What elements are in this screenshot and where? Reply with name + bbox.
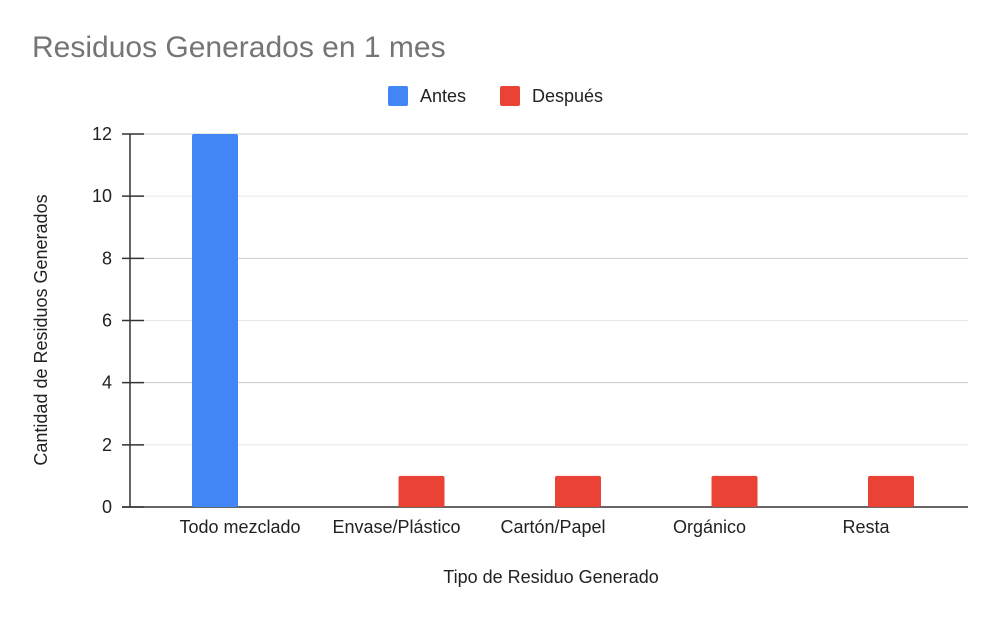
bar-despues [868,475,914,507]
gridlines [130,133,968,446]
x-axis-label: Tipo de Residuo Generado [443,567,658,587]
y-tick-label: 10 [92,186,112,206]
bars [192,134,914,507]
chart-title: Residuos Generados en 1 mes [32,31,446,64]
bar-despues [711,475,758,507]
legend: Antes Después [388,86,603,106]
legend-swatch-antes [388,86,408,106]
y-tick-label: 2 [102,435,112,455]
bar-antes [192,134,238,507]
x-tick-label: Resta [842,517,890,537]
legend-label-despues: Después [532,86,603,106]
x-tick-label: Cartón/Papel [500,517,605,537]
x-tick-label: Todo mezclado [179,517,300,537]
y-tick-label: 12 [92,124,112,144]
bar-despues [398,475,445,507]
y-axis-label: Cantidad de Residuos Generados [31,194,51,465]
y-tick-label: 8 [102,248,112,268]
legend-swatch-despues [500,86,520,106]
bar-despues [555,475,601,507]
x-tick-label: Orgánico [673,517,746,537]
legend-label-antes: Antes [420,86,466,106]
y-tick-label: 4 [102,373,112,393]
x-tick-label: Envase/Plástico [332,517,460,537]
y-tick-label: 6 [102,311,112,331]
y-axis-ticks: 0 2 4 6 8 10 12 [92,124,968,517]
x-axis-ticks: Todo mezclado Envase/Plástico Cartón/Papel… [179,517,890,537]
y-tick-label: 0 [102,497,112,517]
